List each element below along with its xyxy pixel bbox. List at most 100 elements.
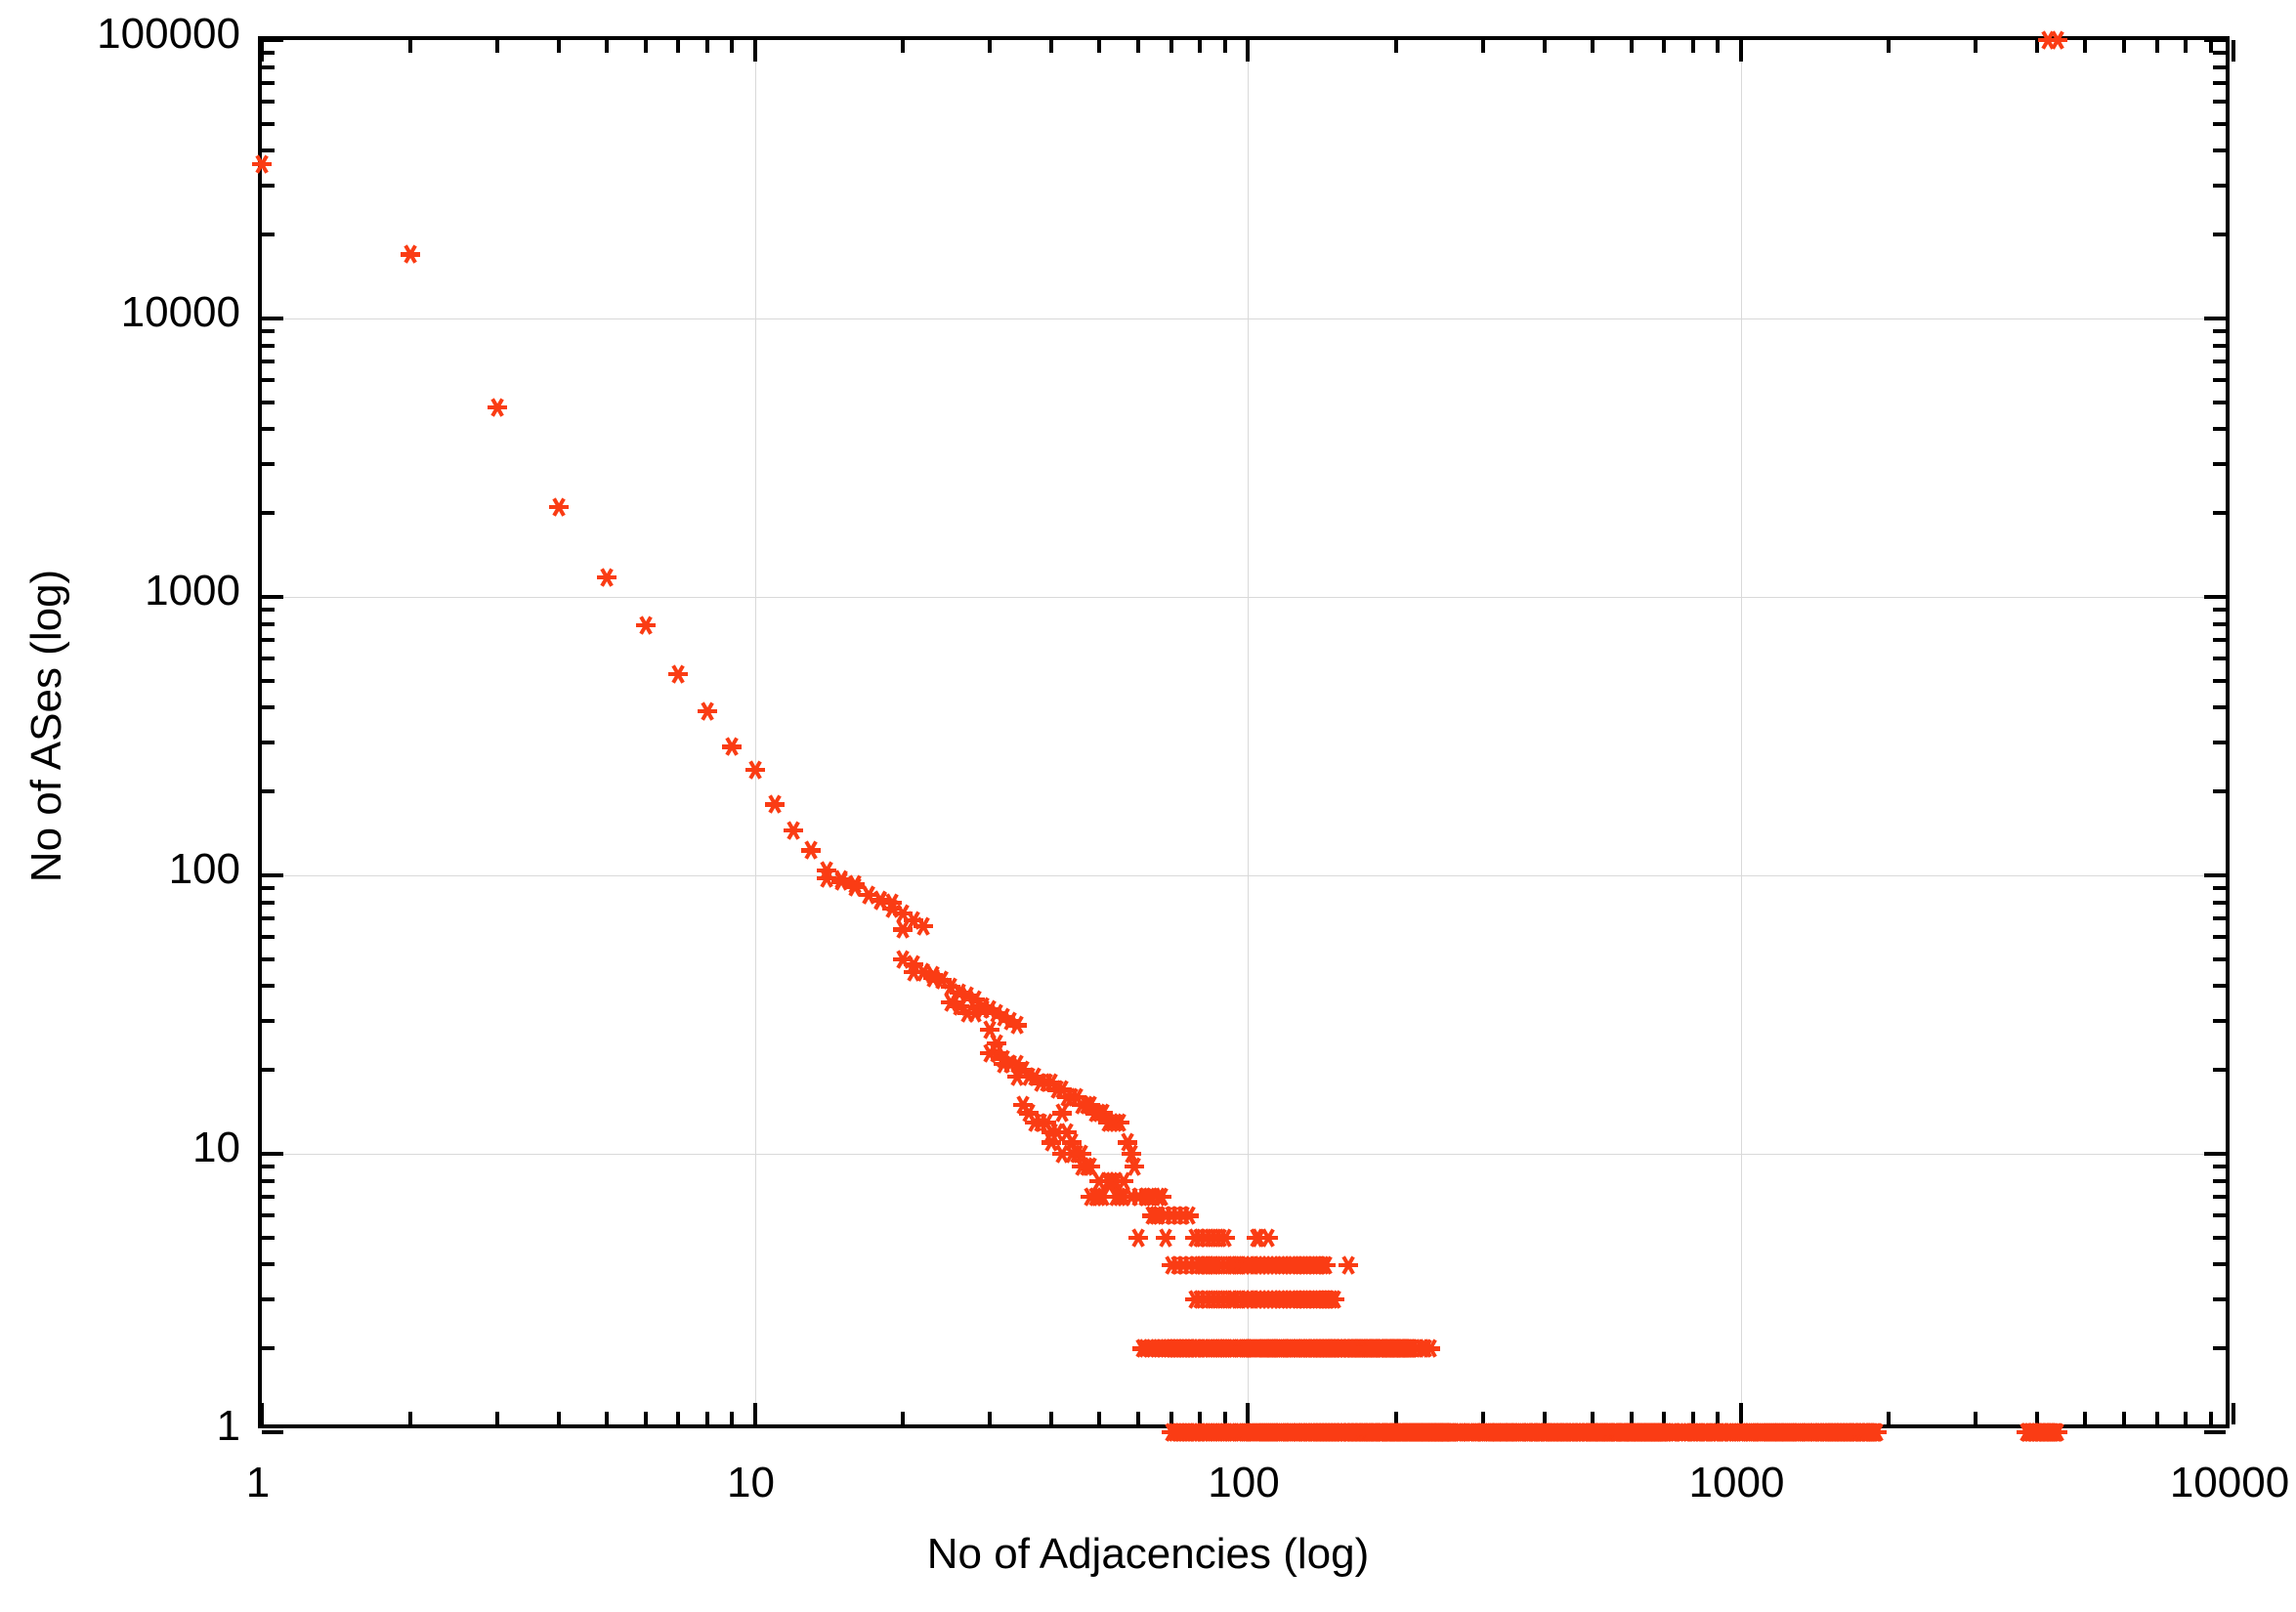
y-axis-major-tick <box>262 38 283 42</box>
x-axis-minor-tick <box>1542 1412 1547 1424</box>
y-axis-minor-tick <box>2213 64 2226 69</box>
y-axis-minor-tick <box>262 1195 275 1200</box>
y-axis-title: No of ASes (log) <box>22 569 70 883</box>
y-axis-minor-tick <box>2213 638 2226 643</box>
x-axis-minor-tick <box>1629 40 1634 53</box>
x-axis-minor-tick <box>2035 40 2040 53</box>
x-axis-minor-tick <box>1198 1412 1203 1424</box>
y-axis-minor-tick <box>2213 705 2226 710</box>
x-axis-major-tick <box>1738 40 1743 62</box>
y-axis-minor-tick <box>262 1165 275 1169</box>
x-axis-minor-tick <box>1169 1412 1173 1424</box>
y-axis-minor-tick <box>262 1019 275 1024</box>
gridline-horizontal <box>262 875 2226 876</box>
y-axis-minor-tick <box>262 81 275 86</box>
y-axis-minor-tick <box>2213 462 2226 467</box>
y-axis-minor-tick <box>262 427 275 432</box>
x-axis-minor-tick <box>1393 40 1398 53</box>
x-axis-major-tick <box>752 40 757 62</box>
y-axis-minor-tick <box>2213 121 2226 126</box>
y-axis-minor-tick <box>262 64 275 69</box>
x-axis-minor-tick <box>1662 1412 1667 1424</box>
y-axis-minor-tick <box>2213 1213 2226 1218</box>
x-axis-minor-tick <box>1480 40 1485 53</box>
y-axis-major-tick <box>2204 873 2226 877</box>
x-axis-minor-tick <box>988 40 993 53</box>
x-axis-minor-tick <box>1974 40 1978 53</box>
x-axis-minor-tick <box>1974 1412 1978 1424</box>
x-axis-minor-tick <box>676 40 681 53</box>
x-axis-minor-tick <box>1716 1412 1721 1424</box>
y-axis-minor-tick <box>262 956 275 961</box>
y-axis-minor-tick <box>2213 789 2226 794</box>
y-axis-minor-tick <box>262 916 275 921</box>
y-axis-minor-tick <box>262 935 275 940</box>
y-axis-minor-tick <box>2213 329 2226 334</box>
y-axis-minor-tick <box>262 400 275 404</box>
x-axis-major-tick <box>260 40 264 62</box>
y-axis-minor-tick <box>262 462 275 467</box>
y-axis-minor-tick <box>2213 1165 2226 1169</box>
y-axis-minor-tick <box>2213 657 2226 661</box>
y-axis-minor-tick <box>2213 886 2226 891</box>
x-axis-minor-tick <box>1590 1412 1594 1424</box>
x-axis-minor-tick <box>1716 40 1721 53</box>
y-axis-minor-tick <box>262 148 275 153</box>
y-axis-minor-tick <box>2213 343 2226 348</box>
x-axis-minor-tick <box>2083 40 2088 53</box>
x-axis-minor-tick <box>1629 1412 1634 1424</box>
x-axis-minor-tick <box>1049 1412 1054 1424</box>
y-axis-minor-tick <box>262 741 275 745</box>
x-axis-minor-tick <box>2122 1412 2127 1424</box>
y-axis-minor-tick <box>262 360 275 364</box>
y-axis-minor-tick <box>2213 1346 2226 1351</box>
x-axis-minor-tick <box>2184 40 2189 53</box>
y-axis-minor-tick <box>2213 400 2226 404</box>
y-axis-tick-label: 100000 <box>97 10 240 58</box>
y-axis-minor-tick <box>2213 608 2226 613</box>
x-axis-minor-tick <box>1136 1412 1141 1424</box>
y-axis-minor-tick <box>2213 935 2226 940</box>
x-axis-minor-tick <box>2122 40 2127 53</box>
x-axis-minor-tick <box>1097 1412 1102 1424</box>
y-axis-major-tick <box>262 595 283 599</box>
y-axis-minor-tick <box>262 789 275 794</box>
y-axis-major-tick <box>2204 595 2226 599</box>
x-axis-major-tick <box>260 1403 264 1424</box>
y-axis-minor-tick <box>2213 1019 2226 1024</box>
x-axis-minor-tick <box>676 1412 681 1424</box>
x-axis-minor-tick <box>730 40 735 53</box>
gridline-vertical <box>754 40 756 1424</box>
x-axis-minor-tick <box>901 1412 906 1424</box>
x-axis-minor-tick <box>901 40 906 53</box>
y-axis-minor-tick <box>2213 1235 2226 1240</box>
y-axis-minor-tick <box>2213 184 2226 189</box>
y-axis-minor-tick <box>262 638 275 643</box>
x-axis-minor-tick <box>2208 1412 2213 1424</box>
grid-layer <box>262 40 2226 1424</box>
y-axis-minor-tick <box>262 1262 275 1267</box>
x-axis-major-tick <box>1738 1403 1743 1424</box>
y-axis-minor-tick <box>2213 51 2226 56</box>
x-axis-major-tick <box>752 1403 757 1424</box>
y-axis-minor-tick <box>262 886 275 891</box>
y-axis-major-tick <box>262 873 283 877</box>
y-axis-minor-tick <box>2213 984 2226 989</box>
y-axis-major-tick <box>2204 1152 2226 1156</box>
y-axis-major-tick <box>2204 38 2226 42</box>
y-axis-minor-tick <box>262 1178 275 1183</box>
x-axis-minor-tick <box>2083 1412 2088 1424</box>
gridline-vertical <box>1248 40 1249 1424</box>
x-axis-minor-tick <box>1049 40 1054 53</box>
y-axis-minor-tick <box>2213 511 2226 516</box>
x-axis-minor-tick <box>604 1412 609 1424</box>
gridline-horizontal <box>262 318 2226 319</box>
y-axis-minor-tick <box>262 621 275 626</box>
x-axis-minor-tick <box>643 1412 648 1424</box>
x-axis-minor-tick <box>988 1412 993 1424</box>
y-axis-minor-tick <box>2213 916 2226 921</box>
plot-area <box>252 30 2235 1442</box>
x-axis-minor-tick <box>556 40 561 53</box>
y-axis-minor-tick <box>262 100 275 105</box>
